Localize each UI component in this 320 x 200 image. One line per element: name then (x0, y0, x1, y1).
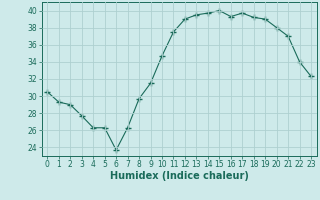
X-axis label: Humidex (Indice chaleur): Humidex (Indice chaleur) (110, 171, 249, 181)
